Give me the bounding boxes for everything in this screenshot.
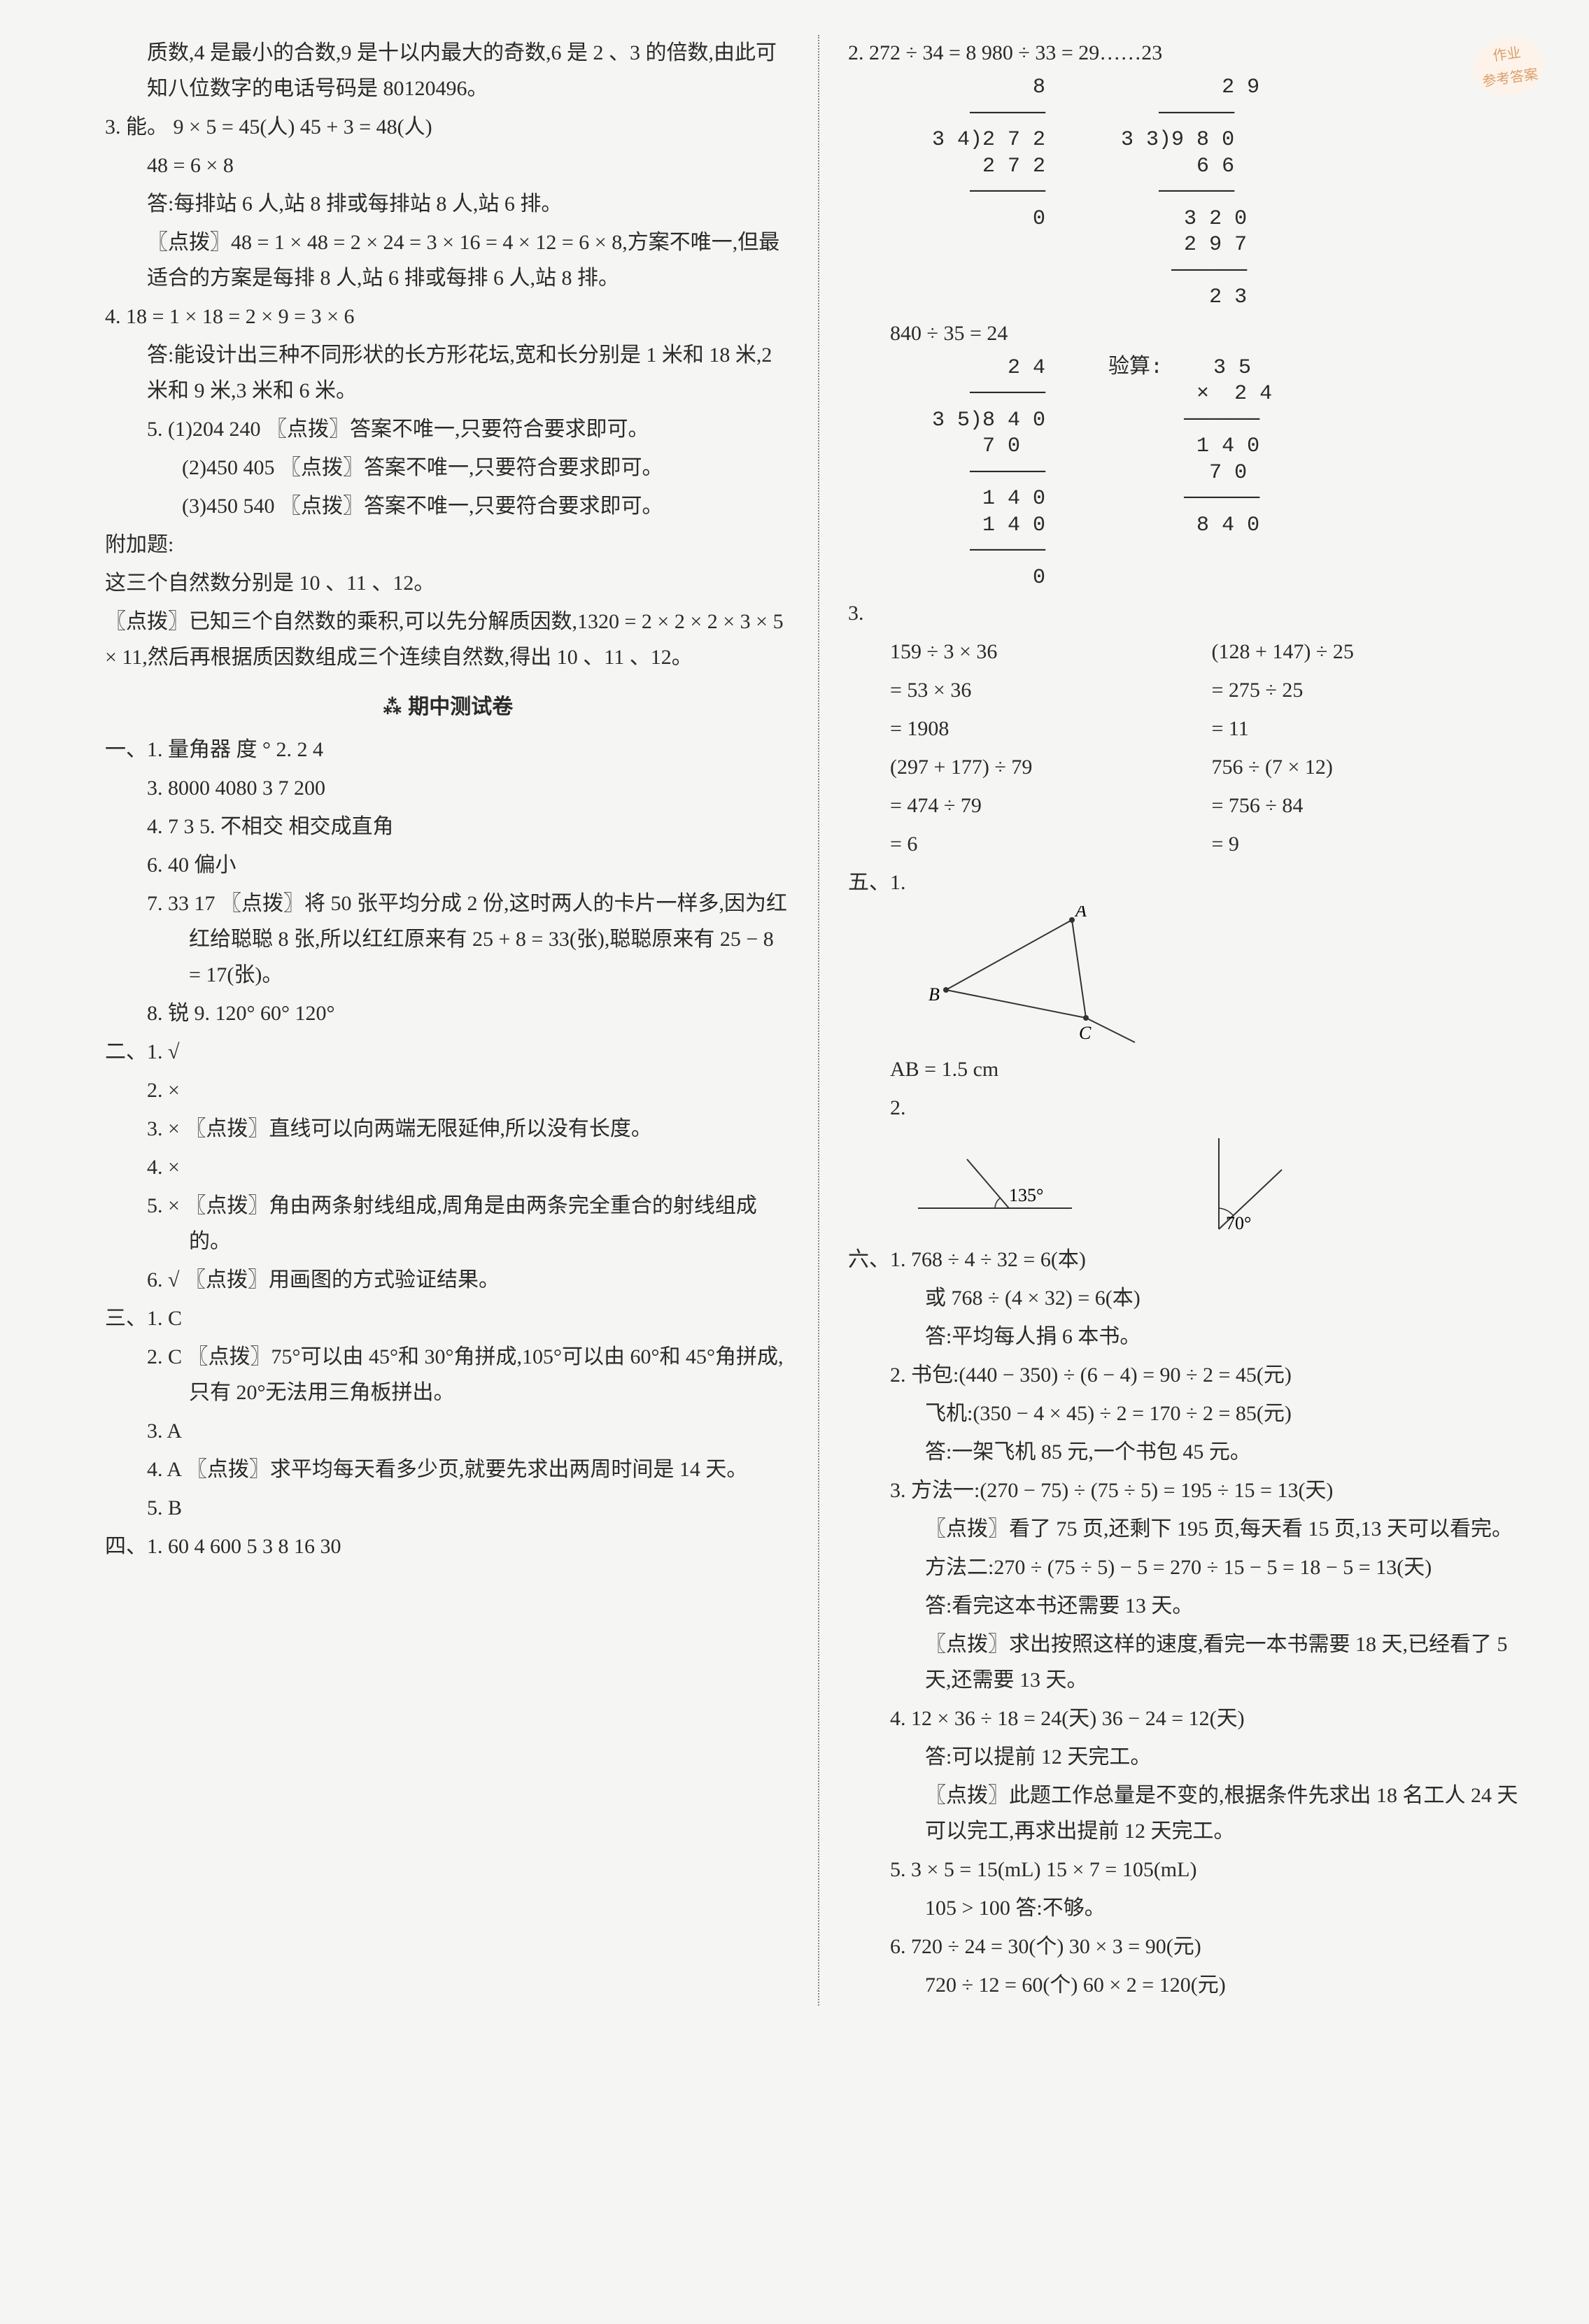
s6-i5a: 5. 3 × 5 = 15(mL) 15 × 7 = 105(mL) (848, 1852, 1533, 1887)
s6-i3b: 〖点拨〗看了 75 页,还剩下 195 页,每天看 15 页,13 天可以看完。 (848, 1511, 1533, 1547)
s6-i4c: 〖点拨〗此题工作总量是不变的,根据条件先求出 18 名工人 24 天可以完工,再… (848, 1778, 1533, 1849)
s1-i6: 6. 40 偏小 (105, 847, 790, 883)
s3-i1: 1. C (147, 1307, 182, 1330)
s4-i1: 1. 60 4 600 5 3 8 16 30 (147, 1535, 341, 1558)
r-q3-colA: 159 ÷ 3 × 36 = 53 × 36 = 1908 (297 + 177… (890, 634, 1212, 865)
triangle-diagram: A B C (890, 906, 1184, 1046)
right-column: 2. 272 ÷ 34 = 8 980 ÷ 33 = 29……23 8 2 9 … (848, 35, 1533, 2006)
angle-diagram: 135° 70° (890, 1131, 1310, 1236)
ab-length: AB = 1.5 cm (848, 1051, 1533, 1087)
s1-head: 一、 (105, 738, 147, 761)
q4-l2: 答:能设计出三种不同形状的长方形花坛,宽和长分别是 1 米和 18 米,2 米和… (105, 337, 790, 409)
watermark-text-2: 参考答案 (1481, 62, 1539, 94)
s2-head: 二、 (105, 1040, 147, 1063)
s1-i4: 4. 7 3 5. 不相交 相交成直角 (105, 809, 790, 844)
s6-i4b: 答:可以提前 12 天完工。 (848, 1739, 1533, 1775)
q3-l2: 48 = 6 × 8 (105, 148, 790, 183)
s3-head: 三、 (105, 1307, 147, 1330)
q3-l3: 答:每排站 6 人,站 8 排或每排站 8 人,站 6 排。 (105, 186, 790, 222)
s6-i6b: 720 ÷ 12 = 60(个) 60 × 2 = 120(元) (848, 1967, 1533, 2003)
extra-title: 附加题: (105, 527, 790, 562)
q3a3: (297 + 177) ÷ 79 (890, 749, 1212, 785)
q3a1: = 53 × 36 (890, 672, 1212, 708)
q3b3: 756 ÷ (7 × 12) (1212, 749, 1534, 785)
s3-row: 三、1. C (105, 1301, 790, 1336)
vertex-a: A (1074, 906, 1087, 921)
q3b2: = 11 (1212, 711, 1534, 746)
s2-i3: 3. × 〖点拨〗直线可以向两端无限延伸,所以没有长度。 (105, 1111, 790, 1147)
long-division-1: 8 2 9 ────── ────── 3 4)2 7 2 3 3)9 8 0 … (932, 75, 1533, 311)
s6-head: 六、 (848, 1248, 890, 1271)
s5-i1: 1. (890, 871, 906, 894)
s6-i3a: 3. 方法一:(270 − 75) ÷ (75 ÷ 5) = 195 ÷ 15 … (848, 1473, 1533, 1508)
s2-i5: 5. × 〖点拨〗角由两条射线组成,周角是由两条完全重合的射线组成的。 (105, 1188, 790, 1259)
s5-i2: 2. (848, 1090, 1533, 1126)
q3b4: = 756 ÷ 84 (1212, 788, 1534, 823)
q3a0: 159 ÷ 3 × 36 (890, 634, 1212, 669)
s2-i4: 4. × (105, 1149, 790, 1185)
s6-i4a: 4. 12 × 36 ÷ 18 = 24(天) 36 − 24 = 12(天) (848, 1701, 1533, 1736)
column-divider (818, 35, 820, 2006)
s5-row: 五、1. (848, 865, 1533, 900)
s2-i2: 2. × (105, 1072, 790, 1108)
r-q2b: 840 ÷ 35 = 24 (848, 316, 1533, 351)
extra-l2: 〖点拨〗已知三个自然数的乘积,可以先分解质因数,1320 = 2 × 2 × 2… (105, 604, 790, 675)
s6-i1a: 1. 768 ÷ 4 ÷ 32 = 6(本) (890, 1248, 1086, 1271)
vertex-c: C (1079, 1023, 1092, 1043)
angle-135: 135° (1009, 1185, 1043, 1205)
s1-i1: 1. 量角器 度 ° 2. 2 4 (147, 738, 323, 761)
s4-head: 四、 (105, 1535, 147, 1558)
r-q3-columns: 159 ÷ 3 × 36 = 53 × 36 = 1908 (297 + 177… (890, 634, 1533, 865)
pretext: 质数,4 是最小的合数,9 是十以内最大的奇数,6 是 2 、3 的倍数,由此可… (105, 35, 790, 106)
q5-c: (3)450 540 〖点拨〗答案不唯一,只要符合要求即可。 (105, 488, 790, 524)
s2-i1: 1. √ (147, 1040, 179, 1063)
s1-i8: 8. 锐 9. 120° 60° 120° (105, 996, 790, 1031)
q3b1: = 275 ÷ 25 (1212, 672, 1534, 708)
watermark-text-1: 作业 (1491, 41, 1522, 69)
q3a4: = 474 ÷ 79 (890, 788, 1212, 823)
s6-i6a: 6. 720 ÷ 24 = 30(个) 30 × 3 = 90(元) (848, 1929, 1533, 1964)
s1-i3: 3. 8000 4080 3 7 200 (105, 770, 790, 806)
q3b0: (128 + 147) ÷ 25 (1212, 634, 1534, 669)
s6-i3e: 〖点拨〗求出按照这样的速度,看完一本书需要 18 天,已经看了 5 天,还需要 … (848, 1627, 1533, 1698)
s3-i3: 3. A (105, 1413, 790, 1449)
s2-row: 二、1. √ (105, 1034, 790, 1070)
s5-head: 五、 (848, 871, 890, 894)
s6-i5b: 105 > 100 答:不够。 (848, 1890, 1533, 1926)
extra-l1: 这三个自然数分别是 10 、11 、12。 (105, 565, 790, 601)
left-column: 质数,4 是最小的合数,9 是十以内最大的奇数,6 是 2 、3 的倍数,由此可… (105, 35, 790, 2006)
s1-row: 一、1. 量角器 度 ° 2. 2 4 (105, 732, 790, 767)
angle-70: 70° (1226, 1213, 1251, 1233)
s6-i1c: 答:平均每人捐 6 本书。 (848, 1319, 1533, 1354)
q5-a: 5. (1)204 240 〖点拨〗答案不唯一,只要符合要求即可。 (105, 411, 790, 447)
s3-i4: 4. A 〖点拨〗求平均每天看多少页,就要先求出两周时间是 14 天。 (105, 1452, 790, 1487)
q3-head: 3. 能。 9 × 5 = 45(人) 45 + 3 = 48(人) (105, 109, 790, 145)
long-division-2: 2 4 验算: 3 5 ────── × 2 4 3 5)8 4 0 ─────… (932, 355, 1533, 592)
s6-i3c: 方法二:270 ÷ (75 ÷ 5) − 5 = 270 ÷ 15 − 5 = … (848, 1550, 1533, 1585)
s6-i2a: 2. 书包:(440 − 350) ÷ (6 − 4) = 90 ÷ 2 = 4… (848, 1357, 1533, 1393)
s3-i5: 5. B (105, 1490, 790, 1526)
s6-i2b: 飞机:(350 − 4 × 45) ÷ 2 = 170 ÷ 2 = 85(元) (848, 1396, 1533, 1431)
page-columns: 质数,4 是最小的合数,9 是十以内最大的奇数,6 是 2 、3 的倍数,由此可… (105, 35, 1533, 2006)
r-q3-head: 3. (848, 595, 1533, 631)
s6-i2c: 答:一架飞机 85 元,一个书包 45 元。 (848, 1434, 1533, 1470)
vertex-b: B (928, 984, 940, 1005)
s6-row: 六、1. 768 ÷ 4 ÷ 32 = 6(本) (848, 1242, 1533, 1277)
q4-head: 4. 18 = 1 × 18 = 2 × 9 = 3 × 6 (105, 299, 790, 334)
q3a2: = 1908 (890, 711, 1212, 746)
s1-i7: 7. 33 17 〖点拨〗将 50 张平均分成 2 份,这时两人的卡片一样多,因… (105, 886, 790, 993)
q5-b: (2)450 405 〖点拨〗答案不唯一,只要符合要求即可。 (105, 450, 790, 486)
r-q3-colB: (128 + 147) ÷ 25 = 275 ÷ 25 = 11 756 ÷ (… (1212, 634, 1534, 865)
q3a5: = 6 (890, 826, 1212, 862)
q3-l4: 〖点拨〗48 = 1 × 48 = 2 × 24 = 3 × 16 = 4 × … (105, 225, 790, 296)
s2-i6: 6. √ 〖点拨〗用画图的方式验证结果。 (105, 1262, 790, 1298)
s3-i2: 2. C 〖点拨〗75°可以由 45°和 30°角拼成,105°可以由 60°和… (105, 1339, 790, 1410)
s6-i1b: 或 768 ÷ (4 × 32) = 6(本) (848, 1280, 1533, 1316)
s4-row: 四、1. 60 4 600 5 3 8 16 30 (105, 1529, 790, 1564)
s6-i3d: 答:看完这本书还需要 13 天。 (848, 1588, 1533, 1624)
q3b5: = 9 (1212, 826, 1534, 862)
r-q2-head: 2. 272 ÷ 34 = 8 980 ÷ 33 = 29……23 (848, 35, 1533, 71)
midterm-title: ⁂ 期中测试卷 (105, 689, 790, 725)
